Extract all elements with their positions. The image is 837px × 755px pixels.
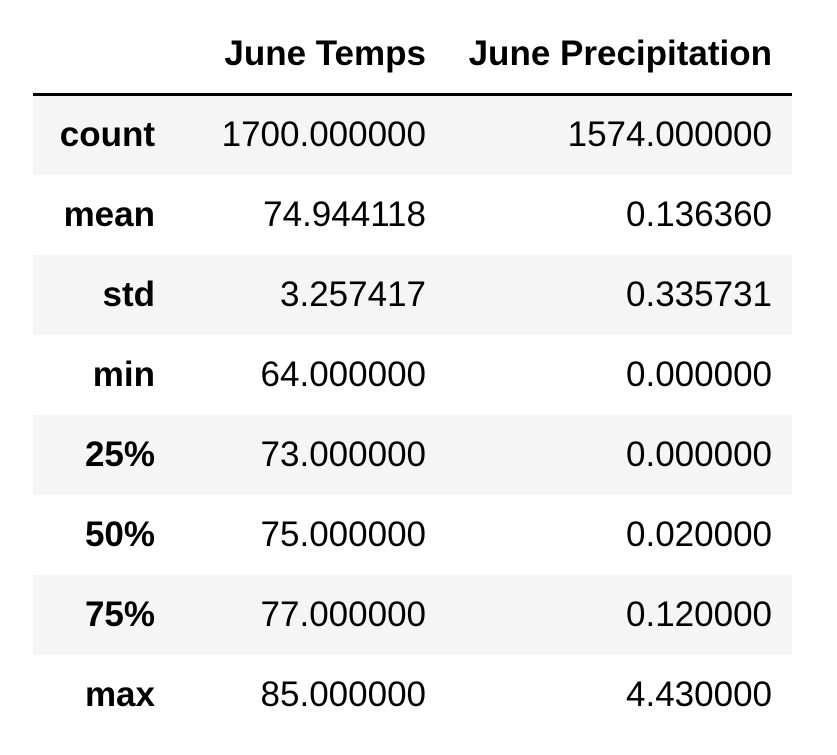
row-label: max	[84, 674, 155, 714]
june-precipitation-cell: 0.136360	[626, 194, 772, 234]
june-temps-cell: 3.257417	[280, 274, 426, 314]
june-temps-cell: 77.000000	[260, 594, 426, 634]
table-row: count 1700.000000 1574.000000	[33, 94, 792, 175]
index-header-cell	[33, 14, 175, 96]
row-label: 75%	[84, 594, 155, 634]
table-row: std 3.257417 0.335731	[33, 254, 792, 335]
table-body: count 1700.000000 1574.000000 mean 74.94…	[33, 94, 792, 735]
june-temps-cell: 73.000000	[260, 434, 426, 474]
table-row: min 64.000000 0.000000	[33, 334, 792, 415]
row-label: std	[102, 274, 156, 314]
june-temps-cell: 1700.000000	[221, 115, 426, 155]
june-precipitation-cell: 0.335731	[626, 274, 772, 314]
header-row: June Temps June Precipitation	[33, 14, 792, 96]
row-label: min	[92, 354, 155, 394]
summary-statistics-table: June Temps June Precipitation count 1700…	[33, 14, 792, 735]
table-row: 25% 73.000000 0.000000	[33, 414, 792, 495]
column-header-june-temps: June Temps	[175, 14, 446, 96]
june-precipitation-cell: 0.000000	[626, 434, 772, 474]
june-temps-cell: 85.000000	[260, 674, 426, 714]
table-header: June Temps June Precipitation	[33, 14, 792, 96]
june-temps-cell: 75.000000	[260, 514, 426, 554]
row-label: count	[59, 115, 155, 155]
june-temps-cell: 74.944118	[263, 194, 426, 234]
table-row: 50% 75.000000 0.020000	[33, 494, 792, 575]
table-row: 75% 77.000000 0.120000	[33, 574, 792, 655]
june-precipitation-cell: 1574.000000	[567, 115, 772, 155]
column-header-june-precipitation: June Precipitation	[446, 14, 792, 96]
row-label: 25%	[84, 434, 155, 474]
table-row: mean 74.944118 0.136360	[33, 174, 792, 255]
table-row: max 85.000000 4.430000	[33, 654, 792, 735]
row-label: mean	[63, 194, 155, 234]
june-precipitation-cell: 4.430000	[626, 674, 772, 714]
june-precipitation-cell: 0.000000	[626, 354, 772, 394]
june-precipitation-cell: 0.120000	[626, 594, 772, 634]
row-label: 50%	[84, 514, 155, 554]
june-temps-cell: 64.000000	[260, 354, 426, 394]
june-precipitation-cell: 0.020000	[626, 514, 772, 554]
